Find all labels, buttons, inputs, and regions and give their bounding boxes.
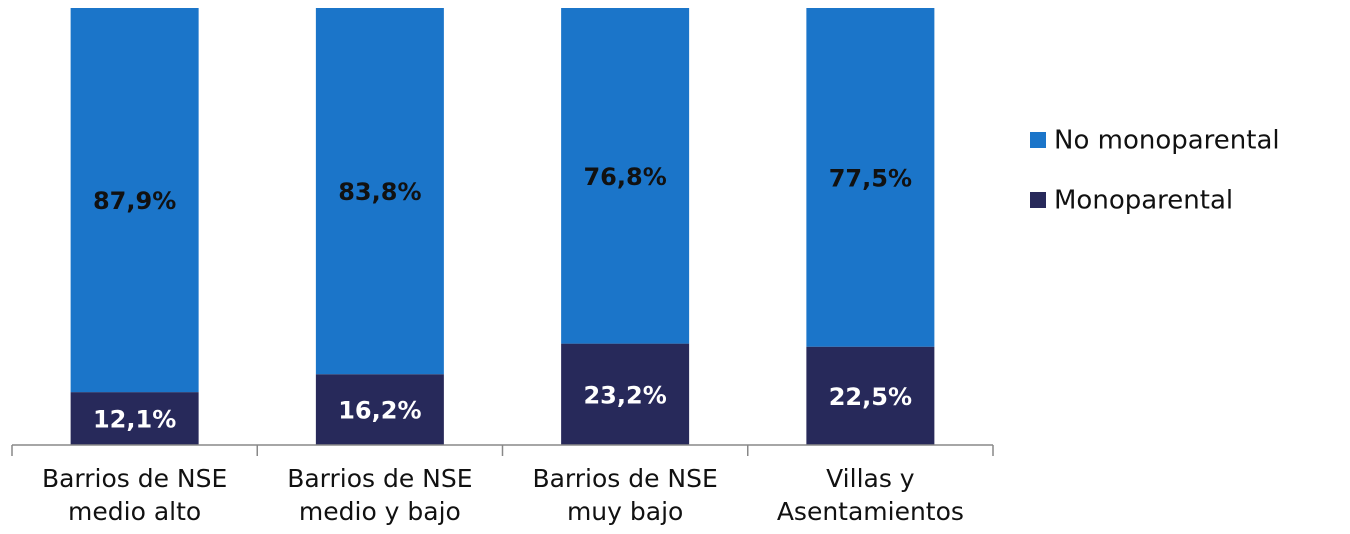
bar-segment	[561, 8, 690, 344]
bar-segment	[315, 374, 444, 445]
bar-segment	[70, 392, 199, 445]
bar-segment	[806, 8, 935, 347]
bar-segment	[70, 8, 199, 393]
value-label: 23,2%	[583, 381, 666, 409]
value-label: 22,5%	[829, 383, 912, 411]
legend-label: No monoparental	[1054, 126, 1280, 156]
bar-segment	[806, 346, 935, 445]
value-label: 77,5%	[829, 164, 912, 192]
x-tick-label: Barrios de NSE medio y bajo	[287, 464, 473, 526]
legend-swatch	[1030, 132, 1046, 148]
value-label: 12,1%	[93, 406, 176, 434]
x-tick-label: Barrios de NSE medio alto	[41, 464, 228, 526]
bar-segment	[561, 343, 690, 445]
bar-segment	[315, 8, 444, 375]
x-tick-label: Barrios de NSE muy bajo	[532, 464, 718, 526]
value-label: 83,8%	[338, 178, 421, 206]
legend-label: Monoparental	[1054, 186, 1233, 216]
value-label: 76,8%	[583, 163, 666, 191]
value-label: 87,9%	[93, 187, 176, 215]
x-tick-label: Villas y Asentamientos	[776, 464, 964, 526]
value-label: 16,2%	[338, 397, 421, 425]
legend-swatch	[1030, 192, 1046, 208]
